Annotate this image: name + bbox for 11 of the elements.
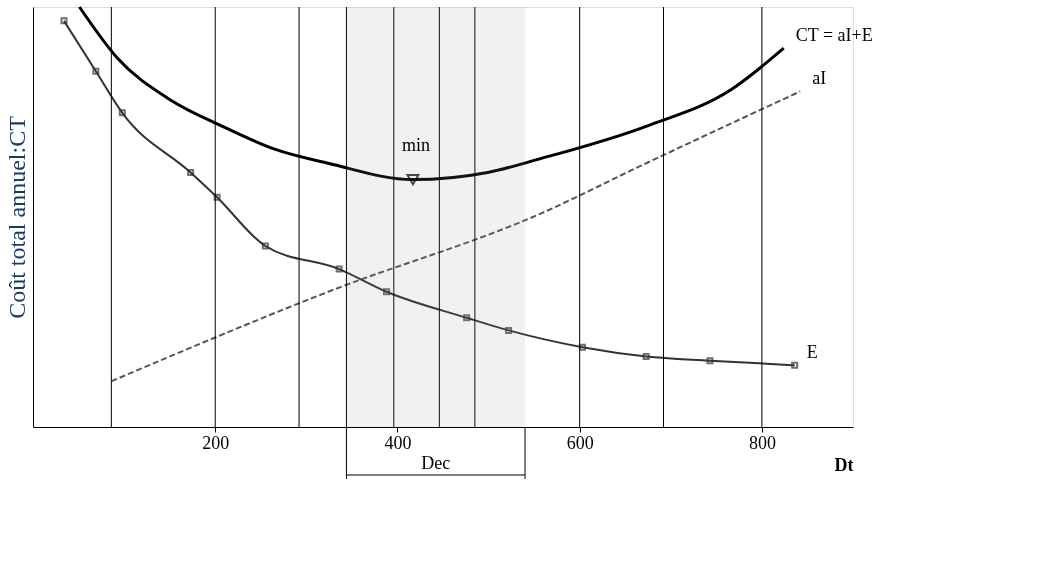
- series-label: E: [806, 342, 818, 363]
- series-label: CT = aI+E: [795, 25, 873, 46]
- x-tick-label: 400: [384, 432, 412, 453]
- annotation: min: [401, 134, 430, 155]
- x-tick-label: 200: [202, 432, 230, 453]
- x-tick-label: 800: [748, 432, 776, 453]
- x-axis-title: Dt: [834, 454, 854, 475]
- y-axis-title: Coût total annuel:CT: [3, 115, 30, 319]
- x-tick-label: 600: [566, 432, 594, 453]
- band-label: Dec: [421, 453, 451, 473]
- series-label: aI: [812, 68, 827, 89]
